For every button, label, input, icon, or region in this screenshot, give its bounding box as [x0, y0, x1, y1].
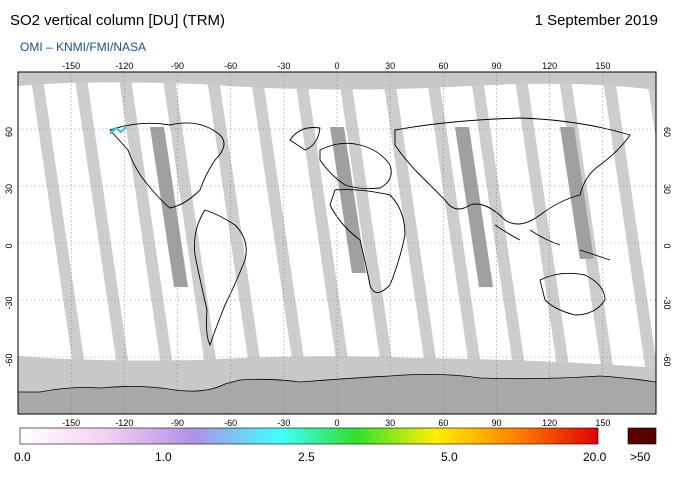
lon-tick-label-top: -30 [277, 61, 290, 71]
map-date: 1 September 2019 [534, 12, 658, 29]
lon-tick-label-bottom: 30 [385, 418, 395, 428]
lon-tick-label-top: -120 [115, 61, 133, 71]
swath-gap [30, 72, 92, 414]
swath-gap [514, 72, 576, 414]
graticule [18, 72, 656, 414]
lon-tick-label-top: -60 [224, 61, 237, 71]
lon-tick-label-bottom: -120 [115, 418, 133, 428]
overlap-band [455, 127, 494, 288]
swath-gap [294, 72, 356, 414]
lon-tick-label-bottom: 120 [542, 418, 557, 428]
colorbar-overflow-swatch [627, 427, 657, 445]
map-title: SO2 vertical column [DU] (TRM) [10, 12, 226, 29]
lat-tick-label-right: 60 [662, 127, 672, 137]
swath-gap [426, 72, 488, 414]
swath-gap [602, 72, 656, 414]
colorbar-overflow-label: >50 [630, 450, 651, 464]
lat-tick-label-left: -60 [4, 353, 14, 366]
credit-line: OMI – KNMI/FMI/NASA [20, 40, 147, 54]
colorbar-label-4: 20.0 [583, 450, 607, 464]
lat-tick-label-left: 30 [4, 184, 14, 194]
so2-signal-patch [109, 126, 127, 135]
swath-gap [646, 72, 656, 141]
overlap-band [330, 127, 366, 273]
overlap-band [560, 127, 594, 259]
swath-gap [118, 72, 180, 414]
swath-gap [382, 72, 444, 414]
lon-tick-label-top: 120 [542, 61, 557, 71]
lon-tick-label-top: 150 [595, 61, 610, 71]
map-frame [17, 71, 657, 415]
colorbar-label-2: 2.5 [298, 450, 315, 464]
swath-gap [470, 72, 532, 414]
lon-tick-label-top: -90 [171, 61, 184, 71]
colorbar [19, 427, 599, 445]
colorbar-label-1: 1.0 [155, 450, 172, 464]
swath-gap [250, 72, 312, 414]
lat-tick-label-right: -60 [662, 353, 672, 366]
lat-tick-label-right: 0 [662, 243, 672, 248]
lat-tick-label-left: -30 [4, 296, 14, 309]
lat-tick-label-left: 60 [4, 127, 14, 137]
lon-tick-label-top: 60 [438, 61, 448, 71]
lon-tick-label-bottom: 90 [491, 418, 501, 428]
lon-tick-label-bottom: 0 [334, 418, 339, 428]
lon-tick-label-bottom: -90 [171, 418, 184, 428]
axis-tick-labels: -150 -150 -120 -120 -90 -90 -60 -60 -30 -30 0 0 30 30… [4, 61, 672, 428]
coastlines [109, 117, 631, 347]
swath-gap [338, 72, 400, 414]
lat-tick-label-left: 0 [4, 243, 14, 248]
lat-tick-label-right: 30 [662, 184, 672, 194]
swath-gap [206, 72, 268, 414]
lon-tick-label-top: 0 [334, 61, 339, 71]
lon-tick-label-bottom: -60 [224, 418, 237, 428]
swath-gap [74, 72, 136, 414]
lon-tick-label-bottom: -30 [277, 418, 290, 428]
colorbar-label-3: 5.0 [441, 450, 458, 464]
lon-tick-label-bottom: 60 [438, 418, 448, 428]
lat-tick-label-right: -30 [662, 296, 672, 309]
lon-tick-label-top: 30 [385, 61, 395, 71]
colorbar-label-0: 0.0 [14, 450, 31, 464]
lon-tick-label-bottom: 150 [595, 418, 610, 428]
lon-tick-label-top: 90 [491, 61, 501, 71]
lon-tick-label-top: -150 [62, 61, 80, 71]
lon-tick-label-bottom: -150 [62, 418, 80, 428]
